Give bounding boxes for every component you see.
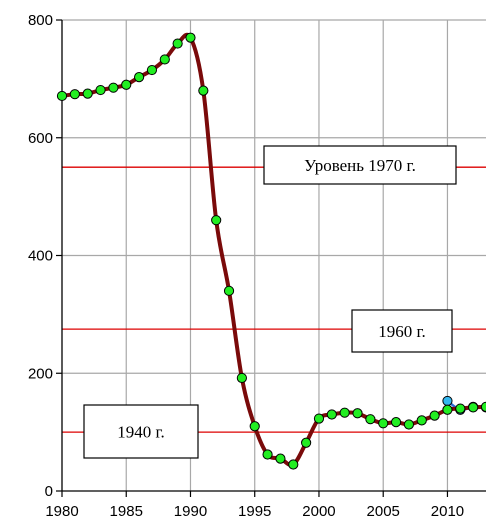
data-point: [223, 285, 235, 296]
data-point: [275, 453, 286, 464]
data-point: [468, 402, 479, 413]
data-point: [95, 84, 106, 96]
data-point: [429, 410, 440, 421]
reference-label-box: [351, 309, 453, 353]
x-tick-label: 2005: [367, 503, 400, 520]
data-point: [313, 413, 325, 424]
data-point: [56, 90, 68, 102]
data-point: [211, 215, 222, 226]
reference-label-box: [263, 145, 457, 185]
series-line: [61, 32, 486, 468]
data-point: [390, 417, 402, 428]
data-point: [159, 54, 170, 65]
data-point: [416, 415, 427, 426]
data-point: [442, 404, 453, 415]
data-point: [301, 437, 312, 448]
y-tick-label: 600: [28, 130, 53, 147]
grid: [62, 19, 486, 491]
data-point: [262, 449, 273, 460]
data-point: [249, 421, 260, 432]
y-tick-label: 400: [28, 248, 53, 265]
x-tick-label: 2000: [302, 503, 335, 520]
y-tick-label: 800: [28, 12, 53, 29]
data-point: [133, 72, 145, 83]
data-point: [146, 64, 158, 76]
series-layer: [56, 32, 486, 470]
y-tick-label: 0: [45, 483, 53, 500]
data-point: [480, 401, 486, 412]
reference-label: Уровень 1970 г.: [304, 156, 416, 175]
x-tick-label: 1985: [110, 503, 143, 520]
data-point: [121, 79, 132, 90]
data-point: [236, 372, 247, 384]
tick-labels: 0 200 400 600 800 1980 1985 1990 1995 2000 2005 201…: [28, 12, 464, 520]
data-point: [339, 407, 350, 418]
data-point: [326, 409, 337, 420]
data-point: [82, 88, 93, 99]
x-tick-label: 1995: [238, 503, 271, 520]
y-tick-label: 200: [28, 365, 53, 382]
data-point: [185, 32, 196, 43]
x-tick-label: 1980: [45, 503, 78, 520]
data-point: [198, 85, 209, 96]
data-point: [69, 89, 80, 100]
data-point: [352, 408, 363, 419]
reference-lines: [62, 166, 486, 433]
data-point: [108, 82, 119, 93]
x-tick-label: 1990: [174, 503, 207, 520]
data-point: [378, 418, 389, 429]
x-tick-label: 2010: [431, 503, 464, 520]
reference-label: 1960 г.: [378, 322, 426, 341]
data-point: [365, 414, 376, 425]
data-point: [172, 38, 183, 49]
data-point: [403, 419, 415, 430]
reference-labels: Уровень 1970 г. 1960 г. 1940 г.: [83, 145, 457, 459]
data-point: [442, 395, 453, 407]
reference-label: 1940 г.: [117, 423, 165, 442]
reference-label-box: [83, 404, 199, 459]
data-point: [455, 403, 466, 414]
data-point: [288, 459, 299, 470]
